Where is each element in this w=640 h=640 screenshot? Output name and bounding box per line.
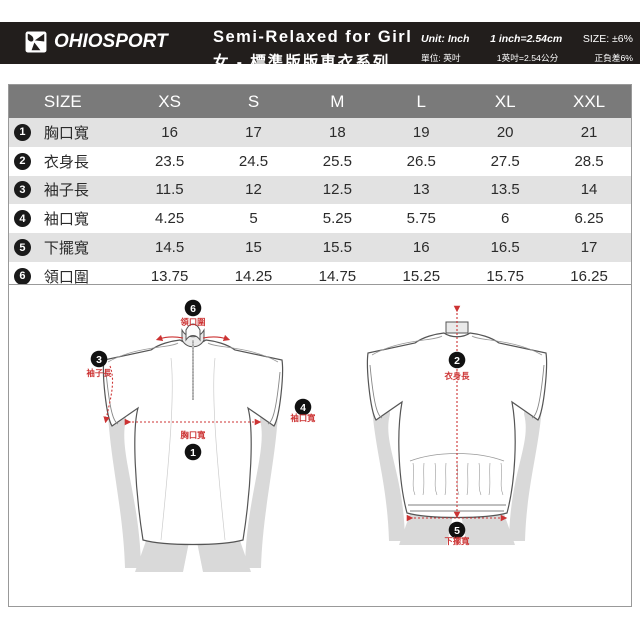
svg-text:5: 5 <box>454 525 460 537</box>
svg-text:2: 2 <box>454 355 460 367</box>
svg-text:1: 1 <box>190 447 196 459</box>
svg-text:3: 3 <box>96 354 102 366</box>
svg-text:4: 4 <box>300 402 306 414</box>
svg-text:衣身長: 衣身長 <box>445 371 471 381</box>
svg-text:袖子長: 袖子長 <box>86 368 113 378</box>
svg-text:6: 6 <box>190 303 196 315</box>
svg-text:下擺寬: 下擺寬 <box>445 536 471 546</box>
svg-text:袖口寬: 袖口寬 <box>290 413 317 423</box>
svg-text:領口圍: 領口圍 <box>180 317 206 327</box>
svg-text:胸口寬: 胸口寬 <box>181 430 207 440</box>
